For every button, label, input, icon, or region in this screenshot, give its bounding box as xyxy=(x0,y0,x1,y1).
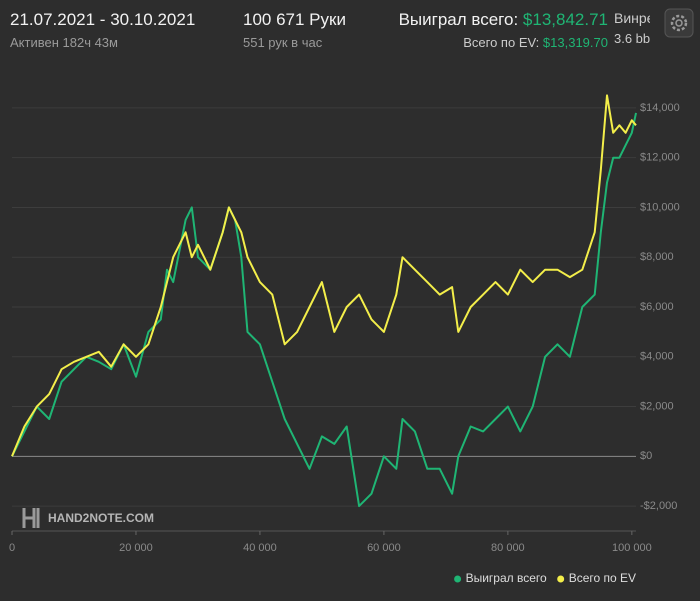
winrate-value: 3.6 bb/100 xyxy=(614,31,650,46)
settings-button[interactable] xyxy=(664,8,694,38)
x-tick-label: 20 000 xyxy=(119,542,153,554)
line-series xyxy=(11,94,637,457)
active-time: Активен 182ч 43м xyxy=(10,35,118,50)
y-tick-label: $0 xyxy=(640,450,652,462)
legend-marker xyxy=(454,575,462,583)
y-tick-label: $8,000 xyxy=(640,251,674,263)
x-tick-label: 100 000 xyxy=(612,542,652,554)
x-tick-label: 40 000 xyxy=(243,542,277,554)
ev-label: Всего по EV: xyxy=(463,35,540,50)
y-tick-label: $4,000 xyxy=(640,351,674,363)
legend-label: Всего по EV xyxy=(569,571,636,585)
won-value: $13,842.71 xyxy=(522,10,608,29)
hands: 100 671 Руки xyxy=(243,10,346,29)
hands-per-hour: 551 рук в час xyxy=(243,35,323,50)
won-total: Выиграл всего: $13,842.71 xyxy=(399,10,608,30)
x-tick-label: 60 000 xyxy=(367,542,401,554)
y-tick-label: -$2,000 xyxy=(640,500,677,512)
ev-total: Всего по EV: $13,319.70 xyxy=(463,35,608,50)
date-range: 21.07.2021 - 30.10.2021 xyxy=(10,10,196,29)
ev-value: $13,319.70 xyxy=(542,35,608,50)
y-tick-label: $2,000 xyxy=(640,400,674,412)
y-tick-label: $14,000 xyxy=(640,102,680,114)
x-tick-label: 0 xyxy=(9,542,15,554)
winrate-label: Винрейт xyxy=(614,10,650,26)
y-tick-label: $10,000 xyxy=(640,201,680,213)
y-tick-label: $12,000 xyxy=(640,152,680,164)
x-tick-label: 80 000 xyxy=(491,542,525,554)
y-tick-label: $6,000 xyxy=(640,301,674,313)
legend-marker xyxy=(557,575,565,583)
logo xyxy=(22,508,40,528)
winrate: Винрейт 3.6 bb/100 xyxy=(614,10,650,46)
legend-label: Выиграл всего xyxy=(466,571,547,585)
line-series xyxy=(11,112,637,508)
won-label: Выиграл всего: xyxy=(398,10,519,29)
watermark: HAND2NOTE.COM xyxy=(48,511,154,525)
